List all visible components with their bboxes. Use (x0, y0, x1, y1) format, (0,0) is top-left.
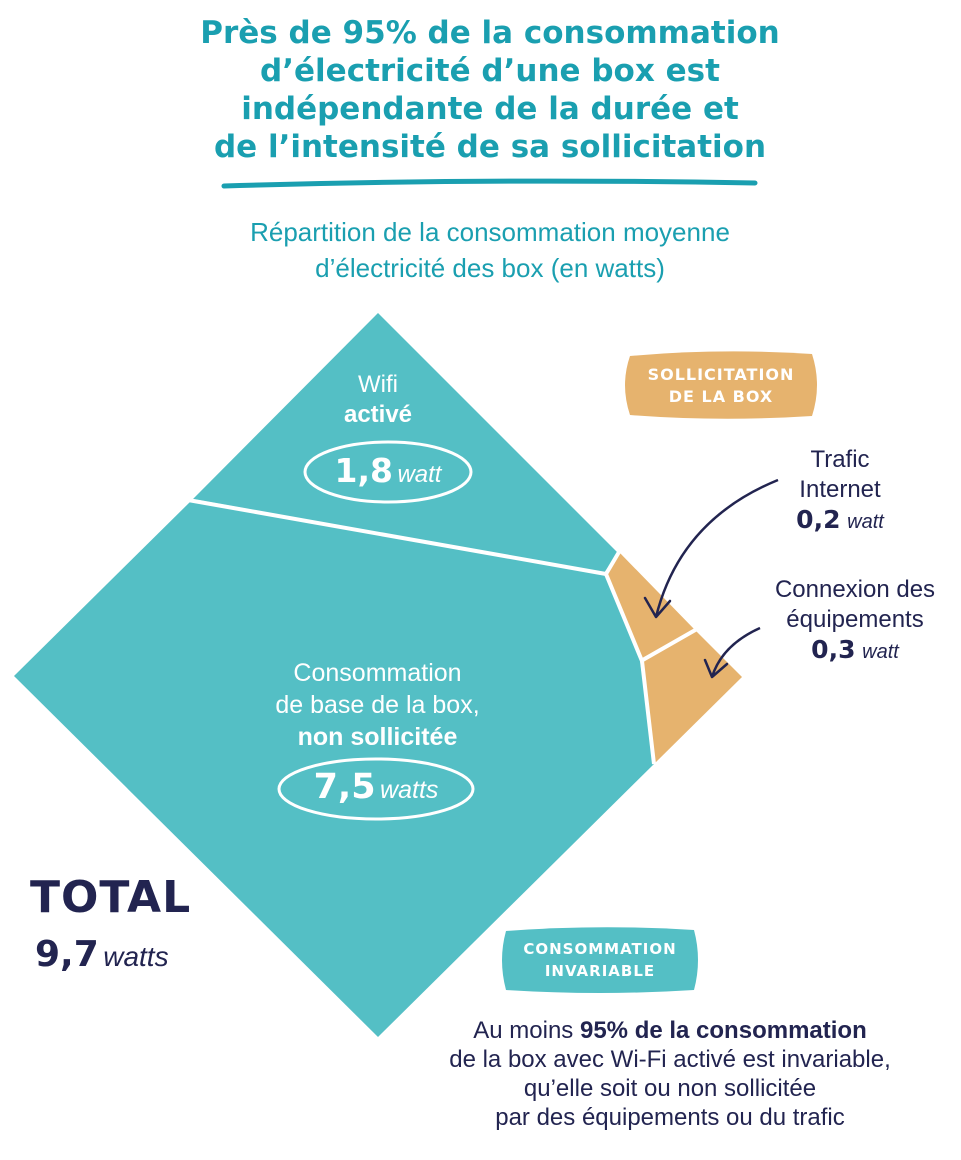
wifi-label-line-1: Wifi (358, 371, 398, 398)
base-label-line-3: non sollicitée (297, 723, 458, 751)
subtitle-line-1: Répartition de la consommation moyenne (250, 217, 730, 247)
connexion-label-line-1: Connexion des (774, 576, 936, 603)
badge-sollicitation: SOLLICITATION DE LA BOX (626, 354, 816, 418)
trafic-value-number: 0,2 (796, 505, 841, 534)
badge-invariable: CONSOMMATION INVARIABLE (502, 928, 698, 992)
total-value: 9,7 watts (35, 934, 169, 975)
total-label: TOTAL (30, 872, 192, 923)
title-line-1: Près de 95% de la consommation (200, 15, 780, 51)
main-title: Près de 95% de la consommation d’électri… (150, 14, 830, 166)
segment-base-label: Consommation de base de la box, non soll… (235, 657, 520, 753)
arrow-trafic (654, 478, 779, 618)
trafic-label-line-1: Trafic (810, 446, 870, 473)
segment-base-value: 7,5 watts (280, 767, 472, 807)
segment-trafic-label: Trafic Internet 0,2 watt (770, 445, 910, 537)
trafic-label-line-2: Internet (799, 476, 881, 503)
trafic-value-unit: watt (847, 511, 884, 533)
sand-edges (603, 550, 656, 765)
arrow-connexion (710, 626, 761, 678)
bottom-note: Au moins 95% de la consommation de la bo… (410, 1016, 930, 1132)
total-value-unit: watts (103, 941, 169, 972)
oval-base-value (277, 757, 475, 821)
connexion-value-number: 0,3 (811, 635, 856, 664)
subtitle-line-2: d’électricité des box (en watts) (315, 253, 665, 283)
divider-wifi-base (187, 498, 607, 576)
subtitle: Répartition de la consommation moyenne d… (190, 214, 790, 286)
note-line-1-pre: Au moins (473, 1017, 580, 1044)
note-line-3: qu’elle soit ou non sollicitée (523, 1075, 817, 1102)
segment-wifi-label: Wifi activé (298, 370, 458, 430)
arrow-connexion-head (703, 658, 729, 679)
note-line-2: de la box avec Wi-Fi activé est invariab… (449, 1046, 891, 1073)
note-line-1-bold: 95% de la consommation (579, 1017, 867, 1044)
badge-sollicitation-line-2: DE LA BOX (668, 387, 774, 406)
wifi-value-number: 1,8 (334, 451, 393, 490)
divider-trafic-connexion (640, 627, 698, 663)
connexion-label-line-2: équipements (786, 606, 924, 633)
title-underline (221, 178, 758, 189)
base-label-line-1: Consommation (293, 659, 462, 687)
note-line-1: Au moins 95% de la consommation (410, 1016, 930, 1045)
badge-invariable-bg (502, 927, 698, 993)
title-line-4: de l’intensité de sa sollicitation (213, 129, 767, 165)
badge-invariable-line-1: CONSOMMATION (523, 940, 677, 958)
total-value-number: 9,7 (35, 934, 99, 975)
segment-base-shape (14, 499, 654, 1037)
note-line-4: par des équipements ou du trafic (495, 1104, 845, 1131)
base-value-number: 7,5 (313, 767, 376, 807)
title-line-2: d’électricité d’une box est (260, 53, 720, 89)
oval-wifi-value (303, 440, 473, 504)
badge-invariable-line-2: INVARIABLE (544, 962, 656, 980)
base-label-line-2: de base de la box, (275, 691, 480, 719)
segment-connexion-label: Connexion des équipements 0,3 watt (760, 575, 950, 667)
base-value-unit: watts (380, 776, 439, 804)
badge-sollicitation-bg (625, 351, 817, 419)
wifi-label-line-2: activé (343, 401, 413, 428)
connexion-value-unit: watt (862, 641, 899, 663)
badge-sollicitation-line-1: SOLLICITATION (647, 365, 795, 384)
arrow-trafic-head (643, 596, 672, 619)
title-line-3: indépendante de la durée et (241, 91, 739, 127)
wifi-value-unit: watt (397, 461, 442, 488)
segment-wifi-value: 1,8 watt (306, 451, 470, 490)
